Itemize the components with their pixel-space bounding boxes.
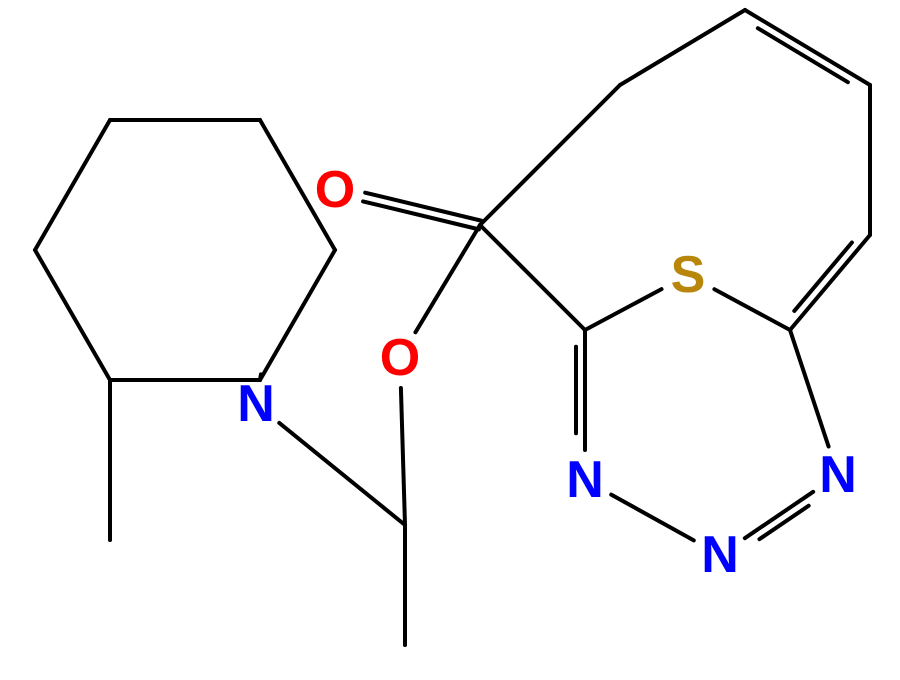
- atom-n: N: [566, 451, 604, 509]
- atom-n: N: [701, 526, 739, 584]
- atom-o: O: [380, 329, 420, 387]
- atom-s: S: [671, 246, 706, 304]
- atom-n: N: [819, 446, 857, 504]
- chemical-structure: N O O N N N S: [0, 0, 900, 680]
- atom-o: O: [315, 161, 355, 219]
- atom-n: N: [237, 375, 275, 433]
